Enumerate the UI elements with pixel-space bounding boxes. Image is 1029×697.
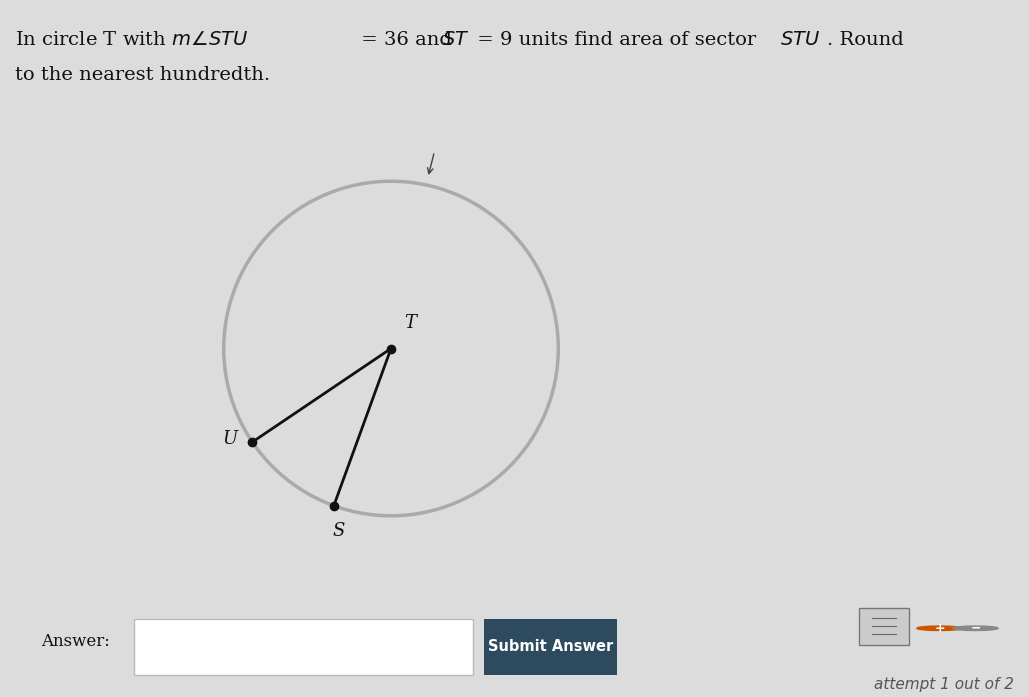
Text: = 9 units find area of sector: = 9 units find area of sector <box>471 31 762 49</box>
Circle shape <box>917 626 962 631</box>
Text: In circle T with $m\angle STU$: In circle T with $m\angle STU$ <box>15 31 249 49</box>
Text: Submit Answer: Submit Answer <box>488 639 613 654</box>
Text: $STU$: $STU$ <box>780 31 820 49</box>
Text: −: − <box>970 622 981 635</box>
Text: $ST$: $ST$ <box>442 31 470 49</box>
FancyBboxPatch shape <box>484 619 617 675</box>
FancyBboxPatch shape <box>134 619 473 675</box>
FancyBboxPatch shape <box>859 608 909 645</box>
Text: S: S <box>332 523 345 540</box>
Text: U: U <box>222 429 238 447</box>
Text: attempt 1 out of 2: attempt 1 out of 2 <box>874 677 1014 692</box>
Text: Answer:: Answer: <box>41 633 110 650</box>
Text: T: T <box>404 314 417 332</box>
Circle shape <box>953 626 998 631</box>
Text: = 36 and: = 36 and <box>355 31 458 49</box>
Text: . Round: . Round <box>827 31 904 49</box>
Text: to the nearest hundredth.: to the nearest hundredth. <box>15 66 271 84</box>
Text: +: + <box>934 622 945 635</box>
